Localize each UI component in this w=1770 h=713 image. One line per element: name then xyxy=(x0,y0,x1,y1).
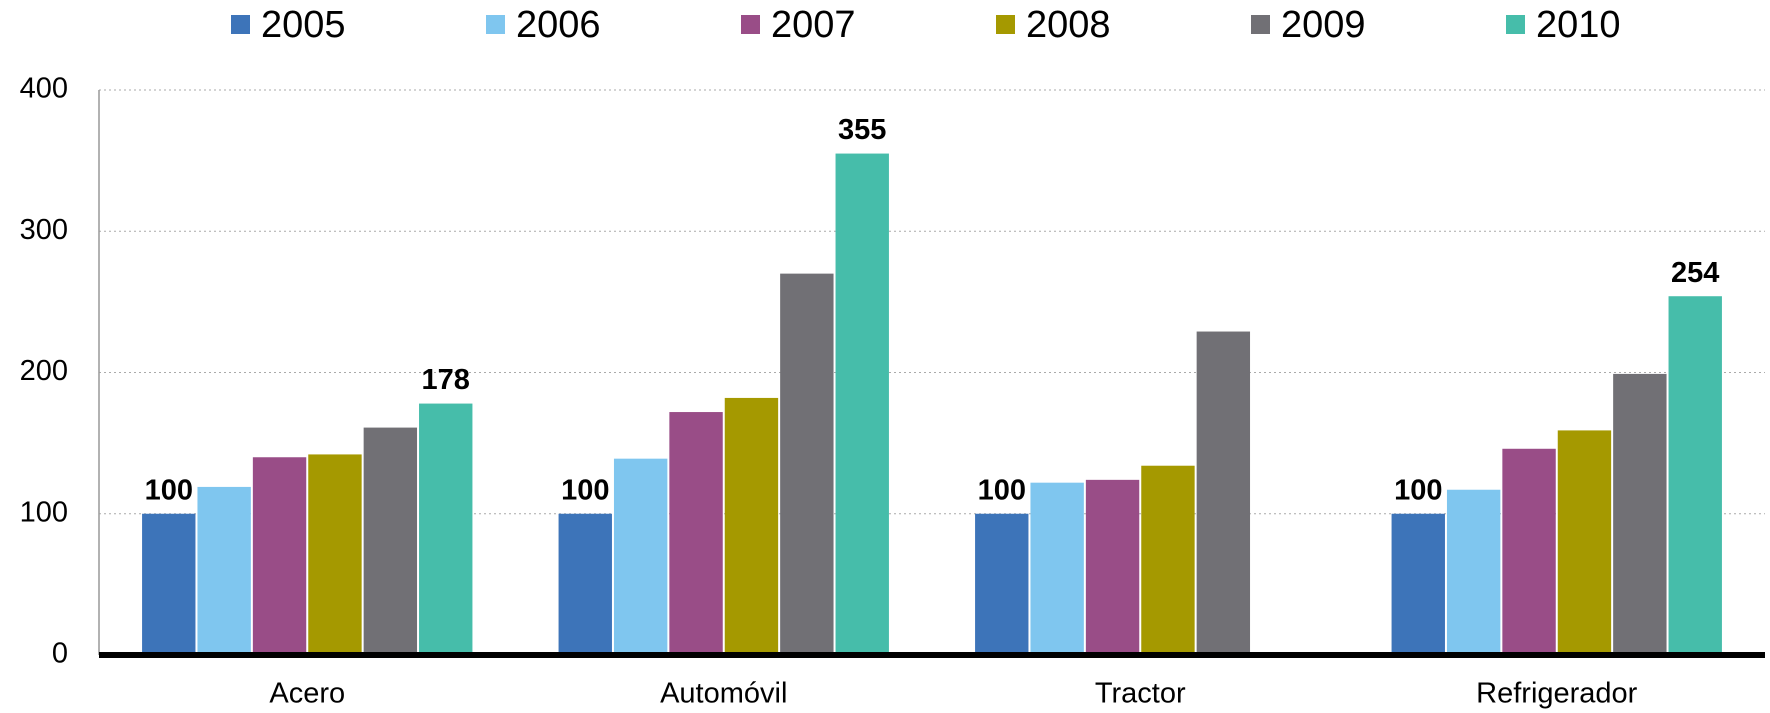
bar xyxy=(1196,331,1251,655)
bar xyxy=(1613,373,1667,655)
legend-label: 2008 xyxy=(1026,4,1111,46)
bar xyxy=(1391,513,1445,655)
bar xyxy=(142,513,196,655)
data-label: 100 xyxy=(561,474,609,506)
legend-label: 2006 xyxy=(516,4,601,46)
legend-swatch xyxy=(1506,15,1525,34)
bar xyxy=(197,486,251,655)
bar xyxy=(1030,482,1084,655)
bar xyxy=(835,153,889,655)
data-label: 100 xyxy=(145,474,193,506)
data-label: 100 xyxy=(978,474,1026,506)
bar xyxy=(975,513,1029,655)
bar xyxy=(613,458,668,655)
y-tick-label: 300 xyxy=(20,214,68,246)
legend-label: 2010 xyxy=(1536,4,1621,46)
x-tick-label: Refrigerador xyxy=(1476,678,1638,710)
legend-swatch xyxy=(996,15,1015,34)
y-tick-label: 200 xyxy=(20,355,68,387)
bar xyxy=(363,427,418,655)
legend-label: 2007 xyxy=(771,4,856,46)
legend-label: 2005 xyxy=(261,4,346,46)
bar xyxy=(1502,448,1556,655)
bar xyxy=(558,513,612,655)
legend-label: 2009 xyxy=(1281,4,1366,46)
bar xyxy=(308,454,362,655)
bar xyxy=(1085,479,1140,655)
data-label: 254 xyxy=(1671,257,1719,289)
data-label: 178 xyxy=(422,364,470,396)
legend-swatch xyxy=(741,15,760,34)
legend-swatch xyxy=(231,15,250,34)
bar xyxy=(724,397,779,655)
x-tick-label: Acero xyxy=(269,678,345,710)
legend-swatch xyxy=(1251,15,1270,34)
data-label: 355 xyxy=(838,114,886,146)
bar xyxy=(1141,465,1195,655)
bar xyxy=(1446,489,1501,655)
bar xyxy=(1557,430,1612,655)
y-tick-label: 100 xyxy=(20,496,68,528)
bar xyxy=(419,403,473,655)
x-tick-label: Tractor xyxy=(1095,678,1186,710)
legend-swatch xyxy=(486,15,505,34)
data-label: 100 xyxy=(1394,474,1442,506)
bar xyxy=(780,273,834,655)
bar xyxy=(669,412,723,655)
bar xyxy=(1668,296,1722,655)
y-tick-label: 400 xyxy=(20,73,68,105)
y-tick-label: 0 xyxy=(52,638,68,670)
bar xyxy=(252,457,307,655)
x-tick-label: Automóvil xyxy=(660,678,787,710)
